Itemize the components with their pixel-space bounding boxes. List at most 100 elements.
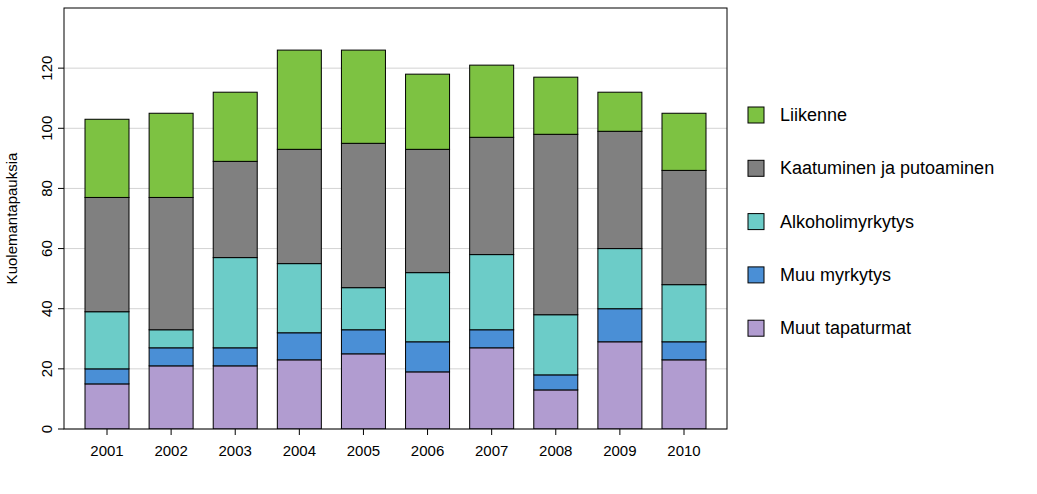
bar-segment <box>534 390 578 429</box>
y-tick-label: 0 <box>38 425 55 433</box>
x-tick <box>171 429 172 435</box>
bar-segment <box>341 143 385 287</box>
bar-segment <box>213 161 257 257</box>
bar-segment <box>598 309 642 342</box>
legend-swatch <box>748 107 764 123</box>
x-tick <box>235 429 236 435</box>
bar-segment <box>662 285 706 342</box>
x-tick-label: 2004 <box>283 442 316 459</box>
bar-segment <box>598 131 642 248</box>
x-tick-label: 2010 <box>667 442 700 459</box>
bar-segment <box>85 384 129 429</box>
bar-segment <box>149 197 193 329</box>
bar-segment <box>85 312 129 369</box>
y-axis-label: Kuolemantapauksia <box>3 152 20 284</box>
legend-label: Liikenne <box>780 105 847 125</box>
bar-segment <box>470 255 514 330</box>
bar-segment <box>277 360 321 429</box>
legend-swatch <box>748 267 764 283</box>
bar-segment <box>85 197 129 311</box>
bar-segment <box>406 149 450 272</box>
bar-segment <box>534 375 578 390</box>
bar-segment <box>598 249 642 309</box>
y-tick <box>58 128 64 129</box>
legend-label: Muut tapaturmat <box>780 318 911 338</box>
bar-segment <box>406 372 450 429</box>
legend-swatch <box>748 160 764 176</box>
x-tick-label: 2006 <box>411 442 444 459</box>
chart: 0 20 40 60 80 100 120 2001 2002 2003 2004 2005 2006 2… <box>0 0 1037 494</box>
x-tick <box>555 429 556 435</box>
bar-segment <box>406 273 450 342</box>
bar-segment <box>277 149 321 263</box>
legend-label: Alkoholimyrkytys <box>780 212 914 232</box>
x-tick <box>427 429 428 435</box>
bar-segment <box>534 77 578 134</box>
x-tick-label: 2007 <box>475 442 508 459</box>
bar-segment <box>662 360 706 429</box>
bar-segment <box>662 342 706 360</box>
x-tick <box>491 429 492 435</box>
bar-segment <box>341 288 385 330</box>
bar-segment <box>470 65 514 137</box>
bar-segment <box>341 354 385 429</box>
bar-segment <box>277 50 321 149</box>
bar-segment <box>341 330 385 354</box>
y-tick <box>58 308 64 309</box>
bar-segment <box>149 330 193 348</box>
y-tick <box>58 68 64 69</box>
x-tick-label: 2005 <box>347 442 380 459</box>
y-tick-label: 80 <box>38 180 55 197</box>
bar-segment <box>213 258 257 348</box>
legend-swatch <box>748 214 764 230</box>
y-tick <box>58 188 64 189</box>
bar-segment <box>662 113 706 170</box>
y-tick-label: 100 <box>38 116 55 141</box>
bar-segment <box>406 342 450 372</box>
bar-segment <box>85 369 129 384</box>
x-tick-label: 2001 <box>90 442 123 459</box>
y-tick <box>58 368 64 369</box>
bar-segment <box>534 134 578 314</box>
x-tick-label: 2008 <box>539 442 572 459</box>
bar-segment <box>470 137 514 254</box>
bars <box>85 50 706 429</box>
bar-segment <box>277 333 321 360</box>
x-tick <box>299 429 300 435</box>
y-tick <box>58 429 64 430</box>
bar-segment <box>149 348 193 366</box>
bar-segment <box>406 74 450 149</box>
x-tick <box>684 429 685 435</box>
bar-segment <box>598 342 642 429</box>
bar-segment <box>213 348 257 366</box>
bar-segment <box>277 264 321 333</box>
bar-segment <box>149 366 193 429</box>
bar-segment <box>470 330 514 348</box>
legend: Liikenne Kaatuminen ja putoaminen Alkoholi… <box>748 105 994 338</box>
y-tick <box>58 248 64 249</box>
x-tick-label: 2009 <box>603 442 636 459</box>
bar-segment <box>85 119 129 197</box>
x-tick <box>363 429 364 435</box>
y-tick-label: 40 <box>38 300 55 317</box>
x-tick <box>619 429 620 435</box>
bar-segment <box>598 92 642 131</box>
x-tick-label: 2003 <box>219 442 252 459</box>
bar-segment <box>662 170 706 284</box>
grid-line <box>64 68 727 69</box>
legend-label: Muu myrkytys <box>780 265 891 285</box>
y-tick-label: 120 <box>38 56 55 81</box>
legend-swatch <box>748 320 764 336</box>
plot-frame <box>64 8 727 429</box>
x-tick-label: 2002 <box>154 442 187 459</box>
y-tick-label: 20 <box>38 361 55 378</box>
bar-segment <box>341 50 385 143</box>
bar-segment <box>149 113 193 197</box>
bar-segment <box>470 348 514 429</box>
x-tick <box>107 429 108 435</box>
bar-segment <box>534 315 578 375</box>
bar-segment <box>213 92 257 161</box>
y-tick-label: 60 <box>38 240 55 257</box>
bar-segment <box>213 366 257 429</box>
legend-label: Kaatuminen ja putoaminen <box>780 158 994 178</box>
